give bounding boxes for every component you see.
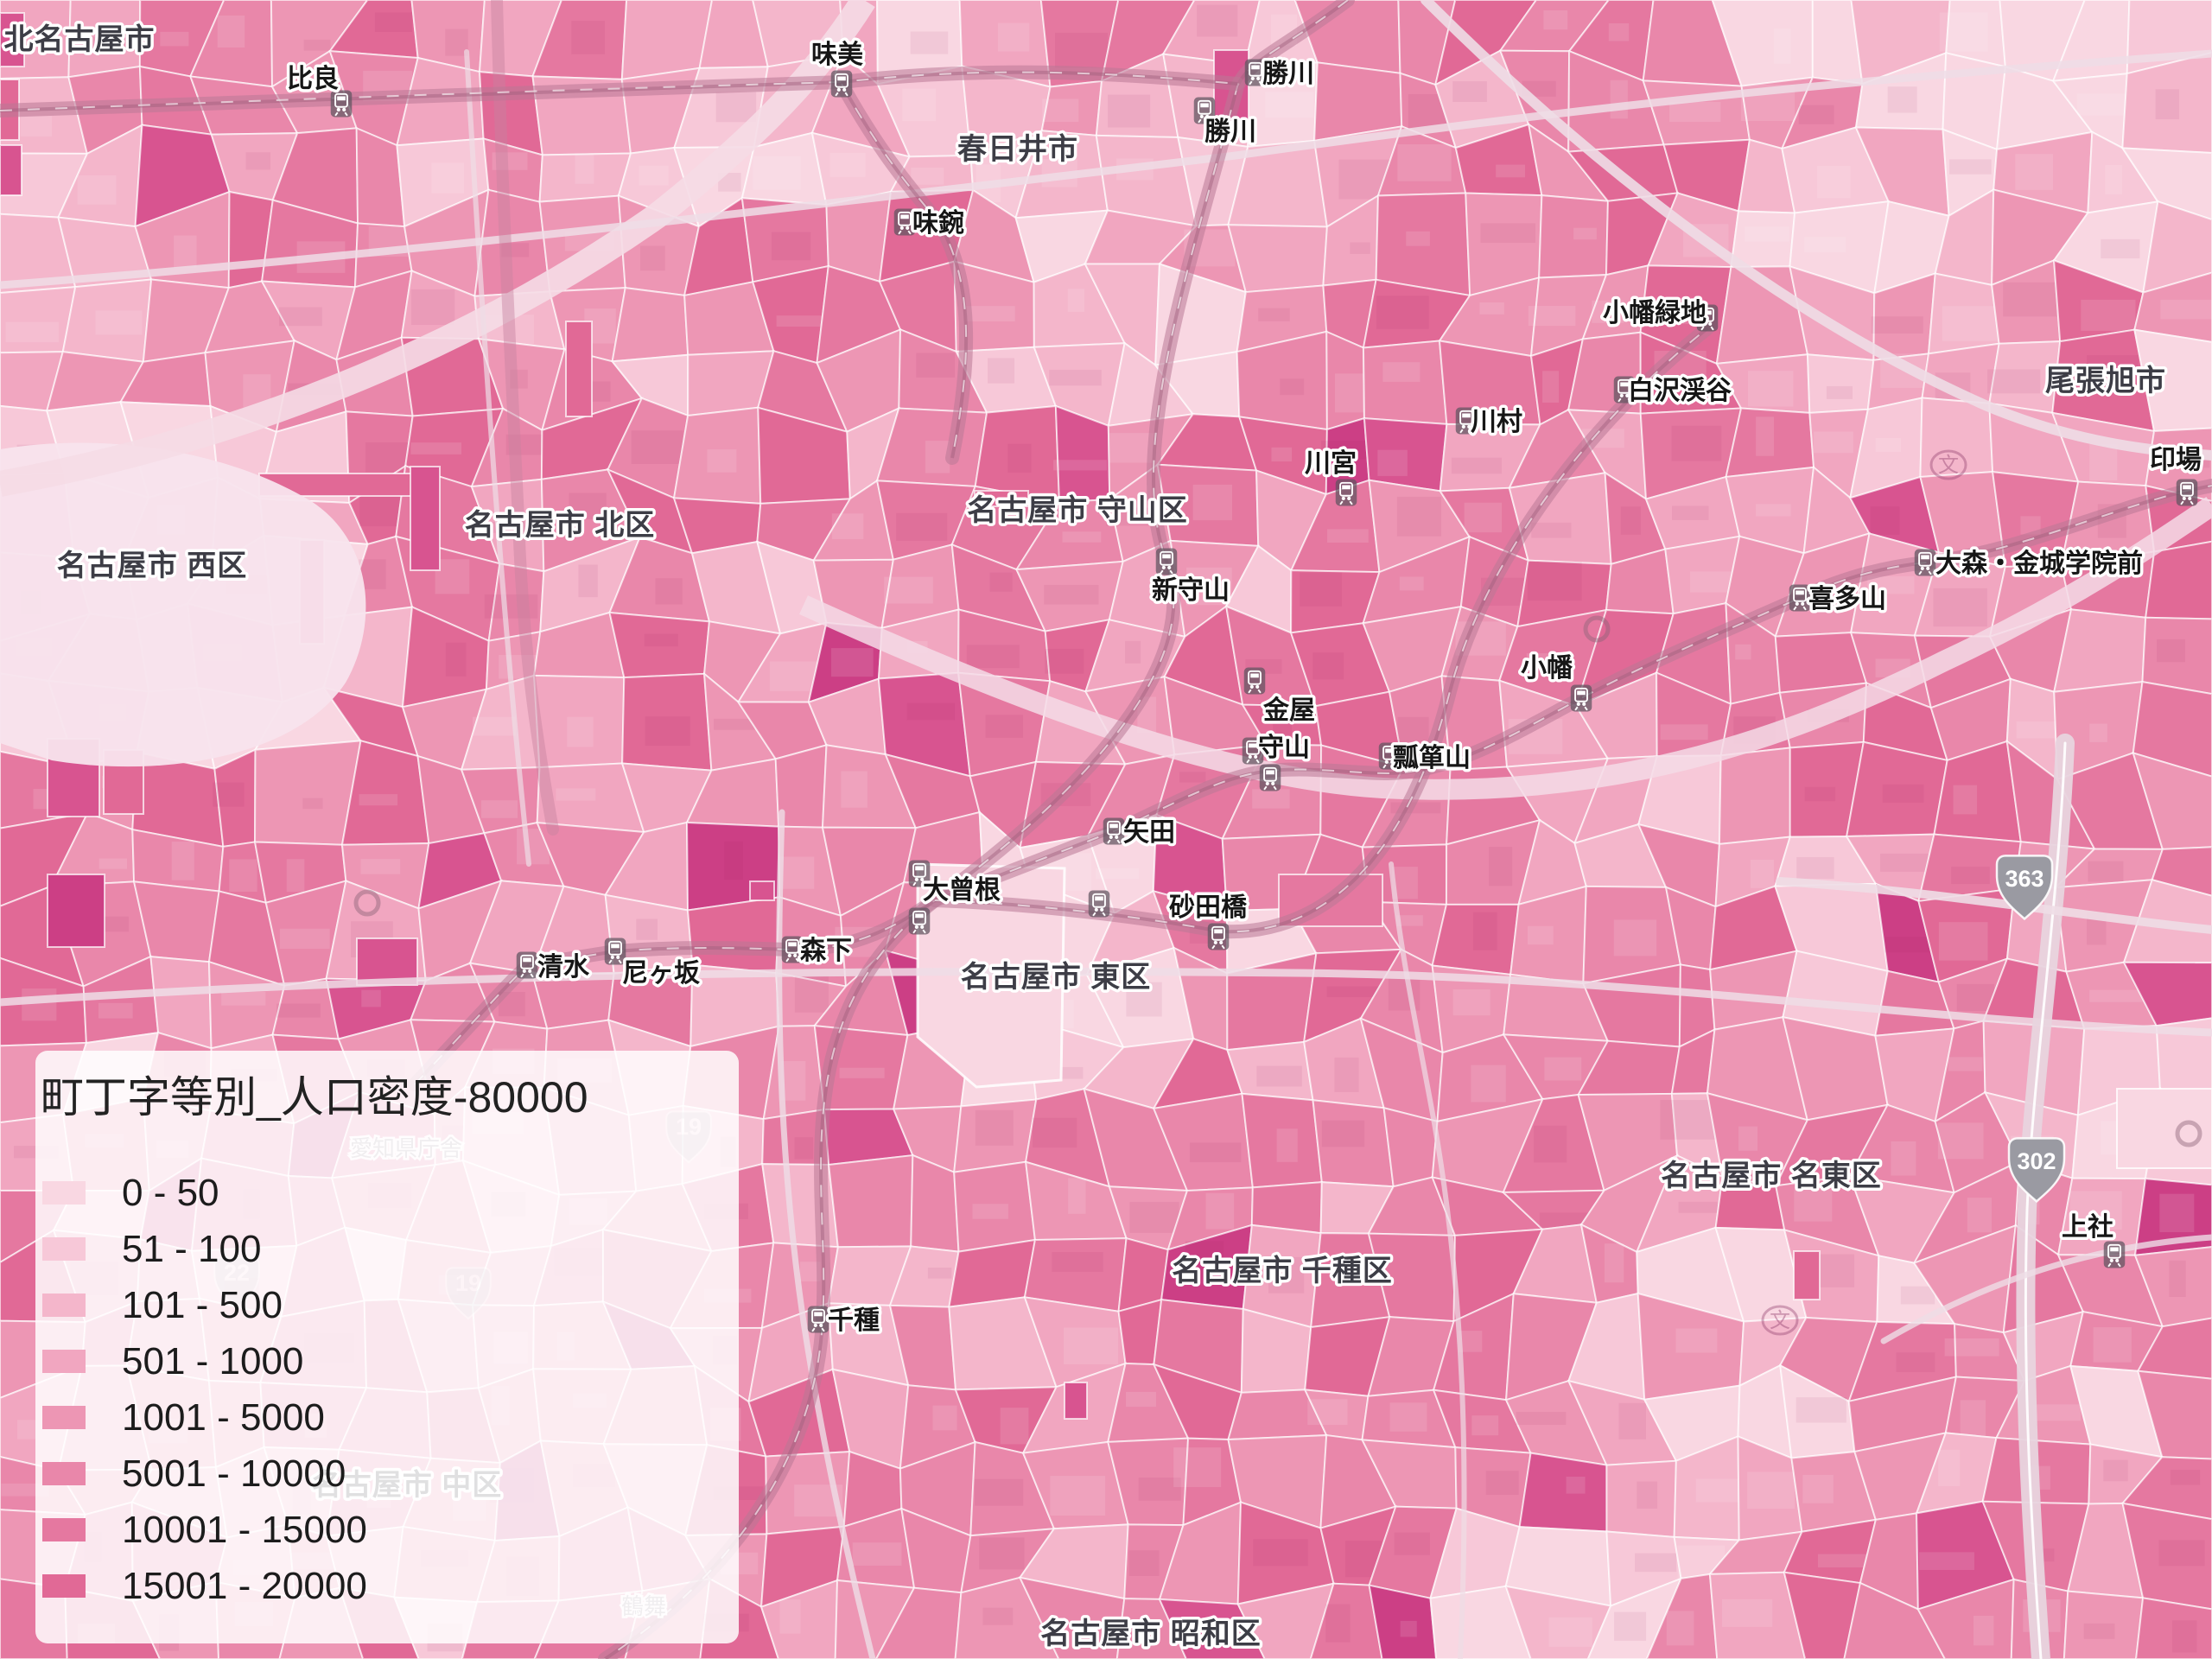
station-label: 大森・金城学院前 <box>1936 549 2143 578</box>
region-label: 名古屋市 北区 <box>465 508 655 542</box>
station-label: 小幡緑地 <box>1603 298 1707 327</box>
map-icons: 文文 <box>330 59 2202 1336</box>
svg-text:文: 文 <box>1938 454 1959 477</box>
legend-label: 15001 - 20000 <box>122 1564 367 1607</box>
school-icon: 文 <box>1929 449 1967 480</box>
train-station-icon <box>1914 549 1936 576</box>
train-station-icon <box>1155 548 1178 575</box>
station-label: 喜多山 <box>1808 585 1886 613</box>
legend-label: 51 - 100 <box>122 1227 262 1270</box>
station-label: 白沢渓谷 <box>1628 377 1732 405</box>
legend-row: 101 - 500 <box>41 1277 739 1333</box>
region-label: 名古屋市 西区 <box>57 549 247 582</box>
legend-label: 501 - 1000 <box>122 1339 304 1382</box>
region-label: 尾張旭市 <box>2045 364 2166 397</box>
station-label: 川宮 <box>1305 449 1357 478</box>
legend-label: 1001 - 5000 <box>122 1395 325 1439</box>
region-label: 名古屋市 昭和区 <box>1040 1617 1261 1650</box>
train-station-icon <box>830 70 853 98</box>
station-label: 川村 <box>1471 408 1522 436</box>
station-label: 大曾根 <box>923 875 1001 905</box>
station-label: 新守山 <box>1152 576 1230 605</box>
legend-row: 5001 - 10000 <box>41 1446 739 1502</box>
legend-swatch <box>42 1237 86 1261</box>
region-label: 北名古屋市 <box>4 22 156 56</box>
route-shield: 363 <box>1995 855 2054 920</box>
poi-circle-icon <box>2175 1120 2202 1147</box>
legend-swatch <box>42 1518 86 1541</box>
station-label: 瓢箪山 <box>1393 743 1471 772</box>
legend-row: 10001 - 15000 <box>41 1502 739 1558</box>
station-label: 守山 <box>1258 734 1310 762</box>
legend-title: 町丁字等別_人口密度-80000 <box>41 1073 588 1122</box>
station-label: 味美 <box>811 40 863 69</box>
legend-label: 10001 - 15000 <box>122 1508 367 1551</box>
legend-swatch <box>42 1462 86 1485</box>
station-label: 砂田橋 <box>1169 893 1248 922</box>
poi-circle-icon <box>353 889 381 917</box>
region-label: 名古屋市 名東区 <box>1661 1159 1881 1192</box>
legend-rows: 0 - 50 51 - 100 101 - 500 501 - 1000 1001 - … <box>41 1165 739 1614</box>
train-station-icon <box>330 90 353 118</box>
train-station-icon <box>1335 479 1357 506</box>
station-label: 千種 <box>828 1306 880 1335</box>
station-label: 印場 <box>2150 446 2202 474</box>
route-shield: 302 <box>2007 1137 2066 1203</box>
svg-text:302: 302 <box>2017 1148 2056 1174</box>
legend-swatch <box>42 1181 86 1205</box>
train-station-icon <box>2103 1241 2126 1268</box>
train-station-icon <box>1570 684 1592 712</box>
train-station-icon <box>1088 890 1110 918</box>
train-station-icon <box>2176 479 2198 506</box>
region-label: 名古屋市 守山区 <box>967 493 1187 527</box>
train-station-icon <box>1243 667 1266 695</box>
poi-circle-icon <box>1583 615 1611 643</box>
train-station-icon <box>1103 817 1125 845</box>
map-labels: 愛知県庁舎鶴舞比良味美勝川勝川味鋺小幡緑地白沢渓谷川村印場川宮新守山喜多山大森・… <box>1 20 2205 1654</box>
legend-swatch <box>42 1294 86 1317</box>
station-label: 上社 <box>2062 1213 2113 1242</box>
train-station-icon <box>807 1306 830 1333</box>
station-label: 矢田 <box>1123 818 1175 847</box>
legend-row: 15001 - 20000 <box>41 1558 739 1614</box>
train-station-icon <box>1259 764 1281 791</box>
svg-text:文: 文 <box>1770 1309 1790 1332</box>
legend-panel: 町丁字等別_人口密度-80000 0 - 50 51 - 100 101 - 500… <box>35 1051 739 1643</box>
legend-swatch <box>42 1350 86 1373</box>
station-label: 小幡 <box>1521 654 1573 683</box>
svg-text:363: 363 <box>2005 866 2044 892</box>
legend-row: 0 - 50 <box>41 1165 739 1221</box>
legend-label: 5001 - 10000 <box>122 1452 346 1495</box>
train-station-icon <box>1207 923 1230 950</box>
legend-row: 1001 - 5000 <box>41 1389 739 1446</box>
train-station-icon <box>908 907 931 935</box>
station-label: 味鋺 <box>912 208 964 238</box>
legend-swatch <box>42 1406 86 1429</box>
legend-row: 501 - 1000 <box>41 1333 739 1389</box>
region-label: 名古屋市 千種区 <box>1172 1254 1392 1287</box>
station-label: 金屋 <box>1262 696 1315 725</box>
station-label: 勝川 <box>1205 118 1256 146</box>
station-label: 尼ヶ坂 <box>622 959 700 988</box>
station-label: 清水 <box>537 953 590 982</box>
legend-row: 51 - 100 <box>41 1221 739 1277</box>
region-label: 春日井市 <box>957 132 1078 166</box>
school-icon: 文 <box>1761 1305 1799 1336</box>
legend-label: 101 - 500 <box>122 1283 283 1326</box>
train-station-icon <box>1789 584 1811 612</box>
train-station-icon <box>516 951 538 979</box>
station-label: 比良 <box>287 64 339 93</box>
legend-swatch <box>42 1574 86 1598</box>
station-label: 森下 <box>800 937 852 965</box>
legend-label: 0 - 50 <box>122 1171 219 1214</box>
region-label: 名古屋市 東区 <box>961 960 1151 994</box>
station-label: 勝川 <box>1262 60 1314 88</box>
